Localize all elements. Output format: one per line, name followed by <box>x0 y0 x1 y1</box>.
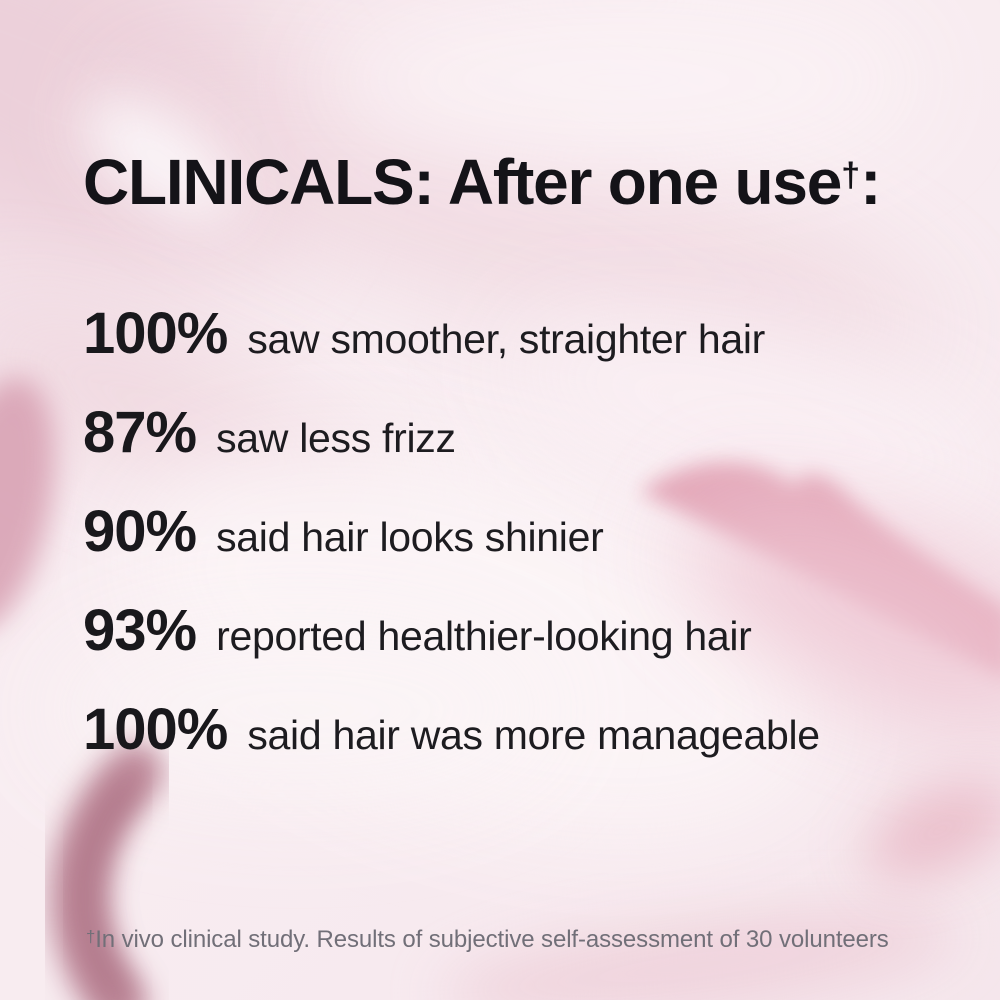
clinical-stats-list: 100% saw smoother, straighter hair 87% s… <box>83 305 820 759</box>
stat-row-healthier-hair: 93% reported healthier-looking hair <box>83 602 820 660</box>
page-title: CLINICALS: After one use†: <box>83 145 881 218</box>
stat-row-shinier-hair: 90% said hair looks shinier <box>83 503 820 561</box>
stat-label: reported healthier-looking hair <box>216 613 752 659</box>
stat-value: 100% <box>83 697 228 762</box>
stat-label: said hair looks shinier <box>216 514 604 560</box>
study-footnote: †In vivo clinical study. Results of subj… <box>86 926 889 954</box>
page-title-text: CLINICALS: After one use <box>83 145 842 218</box>
stat-label: said hair was more manageable <box>247 712 820 758</box>
footnote-text: In vivo clinical study. Results of subje… <box>95 926 889 953</box>
stat-value: 93% <box>83 598 197 663</box>
stat-value: 100% <box>83 301 228 366</box>
stat-label: saw smoother, straighter hair <box>247 316 766 362</box>
ridge-shadows <box>0 377 1000 728</box>
title-colon: : <box>860 145 881 218</box>
crescent-swirl <box>50 743 164 1000</box>
stat-label: saw less frizz <box>216 415 456 461</box>
footnote-dagger-symbol: † <box>86 926 96 946</box>
title-dagger-symbol: † <box>841 156 861 195</box>
stat-value: 90% <box>83 499 197 564</box>
stat-row-smoother-hair: 100% saw smoother, straighter hair <box>83 305 820 363</box>
stat-row-less-frizz: 87% saw less frizz <box>83 404 820 462</box>
cream-highlights <box>50 0 1000 837</box>
stat-row-manageable-hair: 100% said hair was more manageable <box>83 701 820 759</box>
stat-value: 87% <box>83 400 197 465</box>
